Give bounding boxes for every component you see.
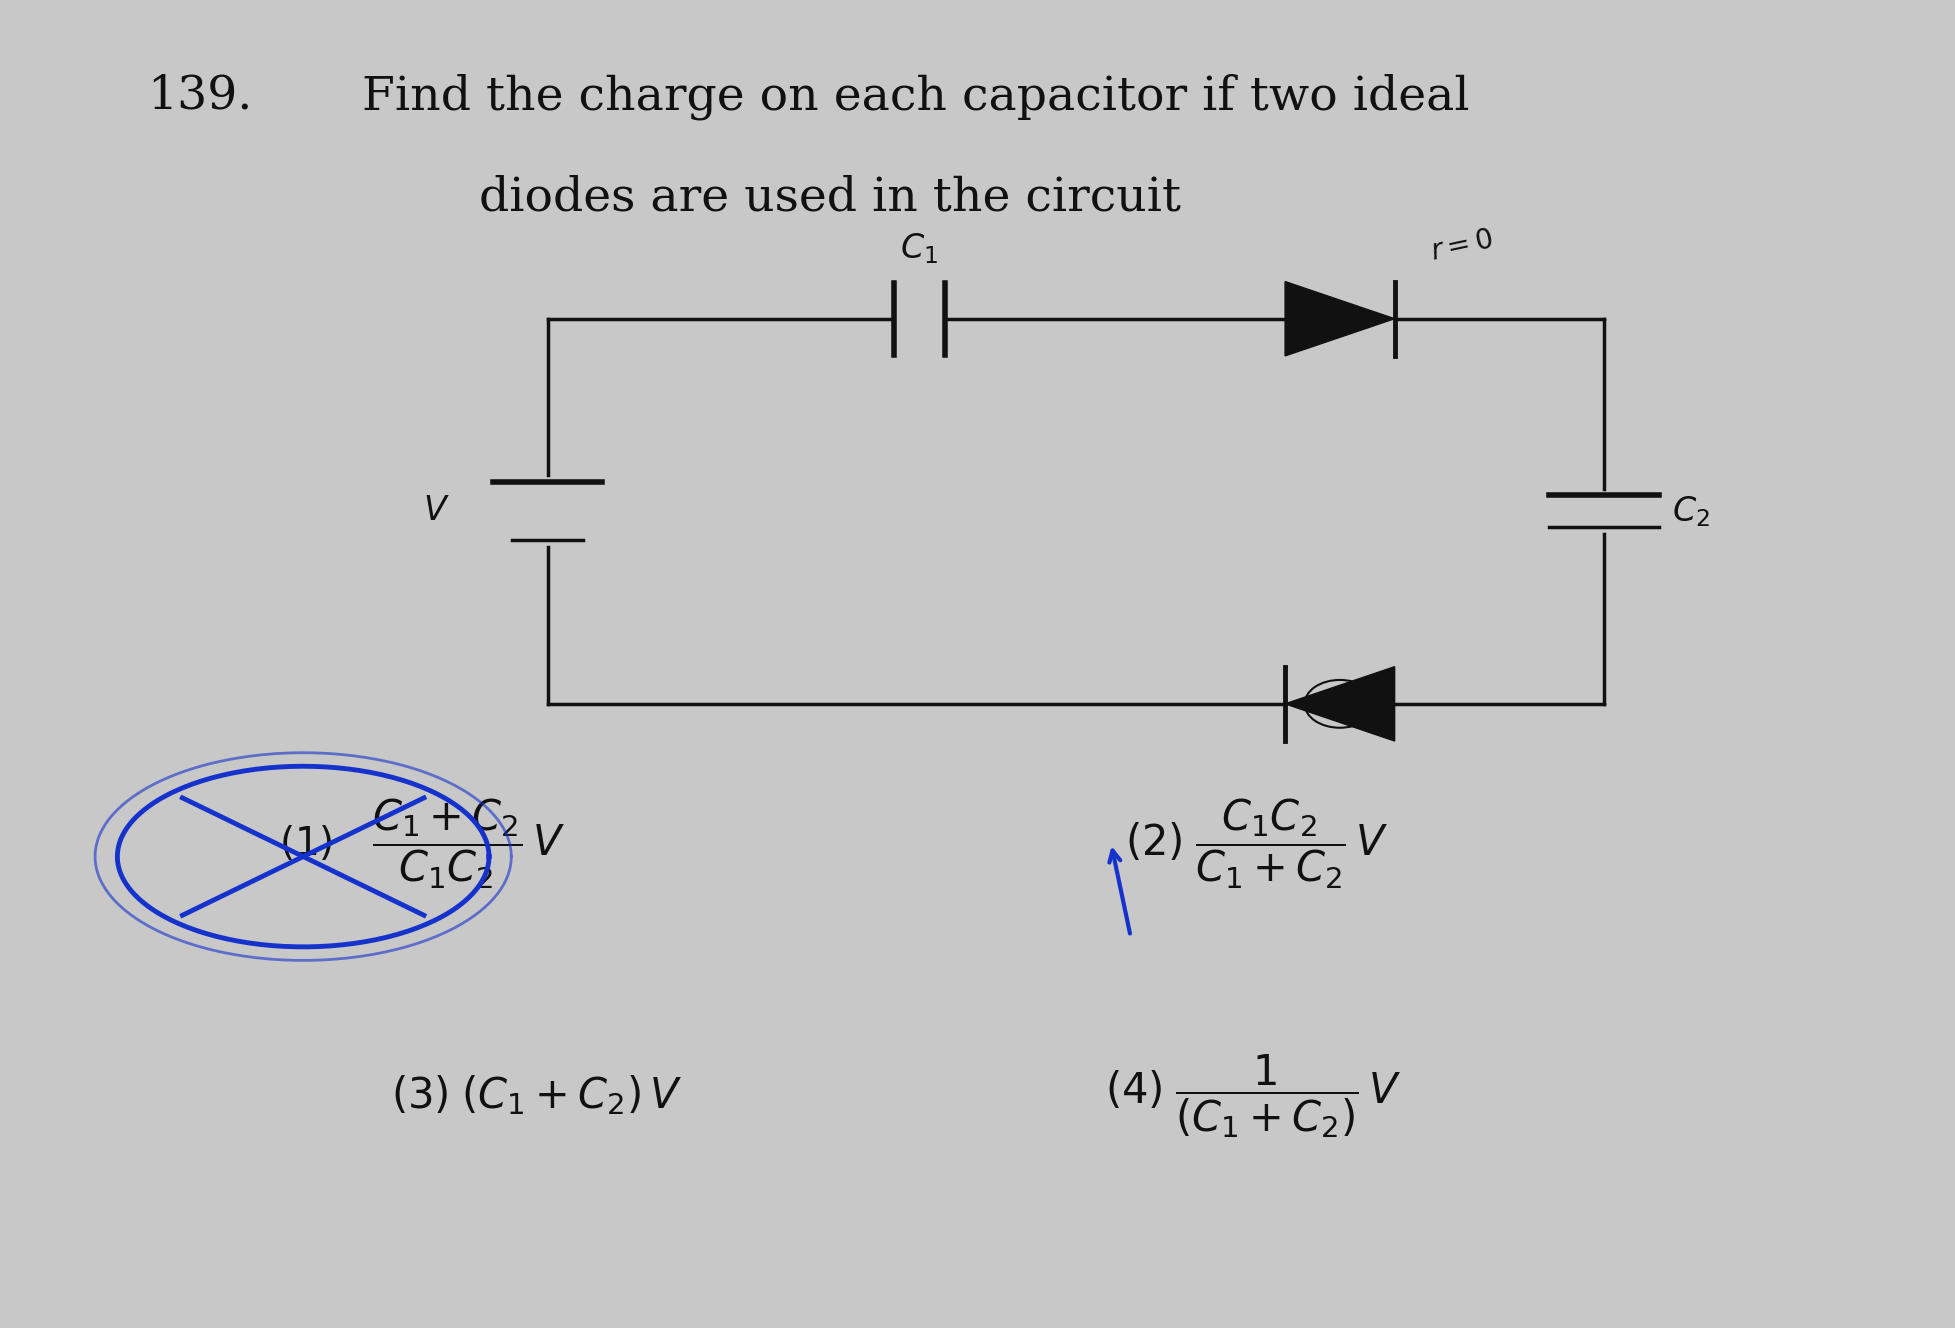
Text: $(2)\;\dfrac{C_1C_2}{C_1+C_2}\,V$: $(2)\;\dfrac{C_1C_2}{C_1+C_2}\,V$ [1124,795,1388,891]
Text: 139.: 139. [147,73,252,118]
Text: $(4)\;\dfrac{1}{(C_1+C_2)}\,V$: $(4)\;\dfrac{1}{(C_1+C_2)}\,V$ [1105,1052,1400,1139]
Polygon shape [1284,282,1394,356]
Text: $\dfrac{C_1+C_2}{C_1C_2}\,V$: $\dfrac{C_1+C_2}{C_1C_2}\,V$ [371,795,565,891]
Text: $(1)$: $(1)$ [280,823,332,863]
Text: $V$: $V$ [422,495,450,527]
Text: diodes are used in the circuit: diodes are used in the circuit [479,175,1181,220]
Text: $C_2$: $C_2$ [1672,494,1709,529]
Text: $C_1$: $C_1$ [899,231,938,266]
Text: 0: 0 [1333,695,1345,713]
Text: Find the charge on each capacitor if two ideal: Find the charge on each capacitor if two… [362,73,1468,120]
Text: $r=0$: $r=0$ [1427,226,1496,266]
Polygon shape [1284,667,1394,741]
Text: $(3)\;(C_1+C_2)\,V$: $(3)\;(C_1+C_2)\,V$ [391,1073,682,1118]
